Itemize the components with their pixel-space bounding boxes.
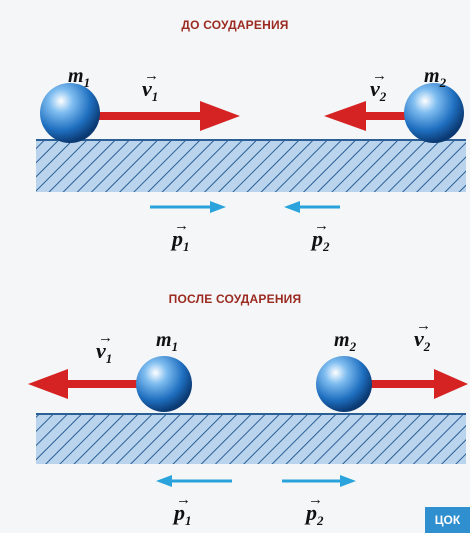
velocity-arrow-v2-after bbox=[360, 369, 468, 399]
ball-m2-after bbox=[316, 356, 372, 412]
heading-after-collision: ПОСЛЕ СОУДАРЕНИЯ bbox=[168, 292, 302, 306]
label-v2-after: → v2 bbox=[414, 318, 431, 354]
velocity-arrow-v1-after bbox=[28, 369, 150, 399]
publisher-badge: ЦОК bbox=[425, 507, 470, 533]
heading-before-collision: ДО СОУДАРЕНИЯ bbox=[181, 18, 289, 32]
momentum-arrow-p1-after bbox=[156, 475, 232, 487]
momentum-arrow-p1-before bbox=[150, 201, 226, 213]
label-p2-after: → p2 bbox=[306, 492, 324, 528]
velocity-arrow-v2-before bbox=[324, 101, 412, 131]
label-m1-before: m1 bbox=[68, 65, 91, 90]
label-v1-before: → v1 bbox=[142, 68, 159, 104]
label-p1-after: → p1 bbox=[174, 492, 192, 528]
label-m1-after: m1 bbox=[156, 329, 179, 354]
floor-before bbox=[36, 140, 466, 192]
momentum-arrow-p2-before bbox=[284, 201, 340, 213]
velocity-arrow-v1-before bbox=[92, 101, 240, 131]
ball-m2-before bbox=[404, 83, 464, 143]
momentum-arrow-p2-after bbox=[282, 475, 356, 487]
label-p2-before: → p2 bbox=[312, 218, 330, 254]
label-m2-after: m2 bbox=[334, 329, 357, 354]
label-v1-after: → v1 bbox=[96, 330, 113, 366]
floor-after bbox=[36, 414, 466, 464]
label-v2-before: → v2 bbox=[370, 68, 387, 104]
label-m2-before: m2 bbox=[424, 65, 447, 90]
label-p1-before: → p1 bbox=[172, 218, 190, 254]
ball-m1-before bbox=[40, 83, 100, 143]
ball-m1-after bbox=[136, 356, 192, 412]
